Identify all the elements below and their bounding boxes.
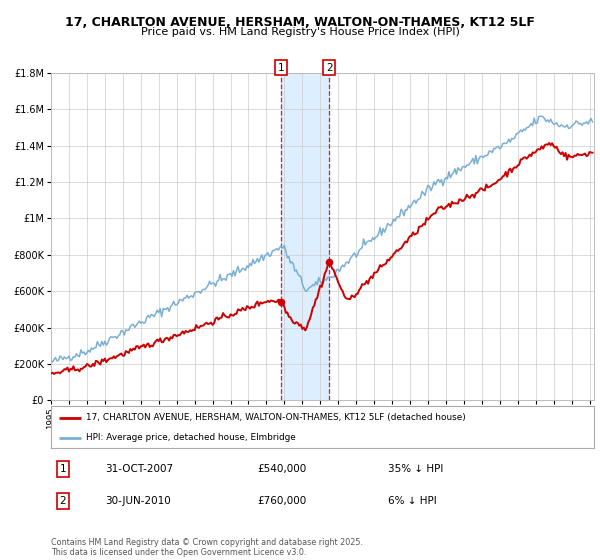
Text: 6% ↓ HPI: 6% ↓ HPI [388, 496, 436, 506]
Text: 1: 1 [59, 464, 66, 474]
Bar [281, 73, 329, 400]
Text: 30-JUN-2010: 30-JUN-2010 [106, 496, 171, 506]
Text: 17, CHARLTON AVENUE, HERSHAM, WALTON-ON-THAMES, KT12 5LF (detached house): 17, CHARLTON AVENUE, HERSHAM, WALTON-ON-… [86, 413, 466, 422]
Text: £540,000: £540,000 [257, 464, 307, 474]
Text: Contains HM Land Registry data © Crown copyright and database right 2025.
This d: Contains HM Land Registry data © Crown c… [51, 538, 363, 557]
Text: £760,000: £760,000 [257, 496, 307, 506]
Text: 1: 1 [278, 63, 284, 73]
Text: 31-OCT-2007: 31-OCT-2007 [106, 464, 173, 474]
Text: 2: 2 [59, 496, 66, 506]
Text: 35% ↓ HPI: 35% ↓ HPI [388, 464, 443, 474]
Text: 2: 2 [326, 63, 332, 73]
Text: 17, CHARLTON AVENUE, HERSHAM, WALTON-ON-THAMES, KT12 5LF: 17, CHARLTON AVENUE, HERSHAM, WALTON-ON-… [65, 16, 535, 29]
Text: Price paid vs. HM Land Registry's House Price Index (HPI): Price paid vs. HM Land Registry's House … [140, 27, 460, 37]
Text: HPI: Average price, detached house, Elmbridge: HPI: Average price, detached house, Elmb… [86, 433, 296, 442]
